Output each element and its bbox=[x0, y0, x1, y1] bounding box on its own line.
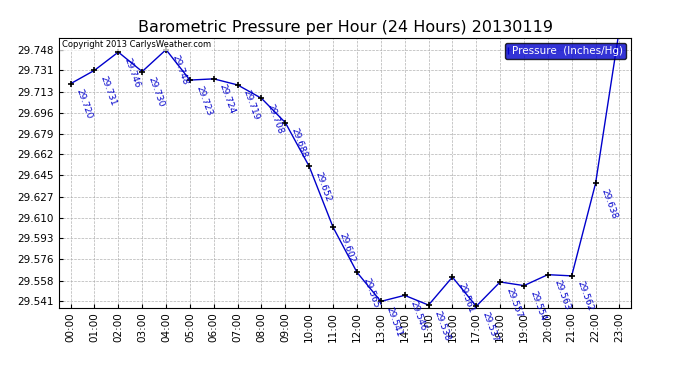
Text: 29.723: 29.723 bbox=[194, 84, 213, 117]
Text: 29.638: 29.638 bbox=[600, 188, 619, 220]
Text: 29.746: 29.746 bbox=[122, 56, 141, 89]
Text: 29.546: 29.546 bbox=[408, 300, 428, 332]
Text: 29.652: 29.652 bbox=[313, 171, 333, 203]
Text: 29.720: 29.720 bbox=[75, 88, 94, 120]
Text: 29.562: 29.562 bbox=[576, 280, 595, 313]
Text: 29.563: 29.563 bbox=[552, 279, 571, 312]
Text: 29.724: 29.724 bbox=[218, 83, 237, 116]
Text: Copyright 2013 CarlysWeather.com: Copyright 2013 CarlysWeather.com bbox=[61, 40, 210, 49]
Text: 29.538: 29.538 bbox=[433, 309, 452, 342]
Text: 29.557: 29.557 bbox=[504, 286, 524, 319]
Text: 29.765: 29.765 bbox=[0, 374, 1, 375]
Text: 29.565: 29.565 bbox=[361, 276, 380, 309]
Text: 29.708: 29.708 bbox=[266, 102, 285, 135]
Text: 29.731: 29.731 bbox=[99, 75, 118, 107]
Text: 29.719: 29.719 bbox=[241, 89, 261, 122]
Text: 29.554: 29.554 bbox=[528, 290, 547, 322]
Text: 29.561: 29.561 bbox=[457, 281, 476, 314]
Text: 29.688: 29.688 bbox=[290, 127, 308, 159]
Text: 29.537: 29.537 bbox=[480, 310, 500, 343]
Text: 29.748: 29.748 bbox=[170, 54, 189, 86]
Legend: Pressure  (Inches/Hg): Pressure (Inches/Hg) bbox=[504, 43, 626, 59]
Text: 29.730: 29.730 bbox=[146, 76, 166, 108]
Text: 29.541: 29.541 bbox=[385, 306, 404, 338]
Title: Barometric Pressure per Hour (24 Hours) 20130119: Barometric Pressure per Hour (24 Hours) … bbox=[137, 20, 553, 35]
Text: 29.602: 29.602 bbox=[337, 231, 357, 264]
